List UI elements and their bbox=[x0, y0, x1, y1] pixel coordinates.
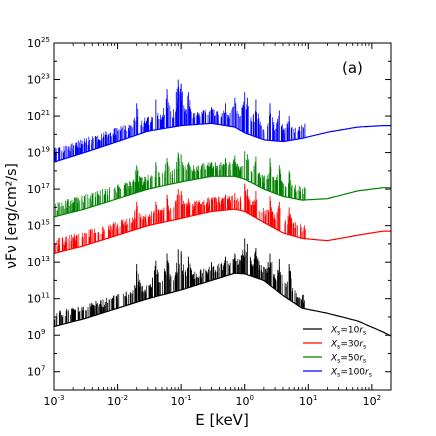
legend-label-2: Xs=30rs bbox=[330, 340, 366, 351]
plot-frame bbox=[53, 42, 392, 391]
x-axis-label: E [keV] bbox=[195, 411, 249, 429]
ticks-layer bbox=[53, 42, 392, 391]
y-tick-label: 1015 bbox=[27, 219, 50, 233]
y-tick-label: 1021 bbox=[27, 109, 50, 123]
x-tick-label: 10-3 bbox=[44, 394, 65, 408]
series-continuum-3 bbox=[53, 175, 391, 218]
y-tick-label: 1019 bbox=[27, 146, 50, 160]
panel-label: (a) bbox=[342, 59, 363, 77]
series-emission-lines-1 bbox=[53, 238, 305, 327]
y-tick-label: 1011 bbox=[27, 292, 50, 306]
x-tick-label: 10-1 bbox=[171, 394, 192, 408]
series-continuum-4 bbox=[53, 122, 391, 163]
y-tick-label: 1013 bbox=[27, 255, 50, 269]
y-tick-label: 107 bbox=[27, 365, 45, 379]
legend-label-1: Xs=10rs bbox=[330, 326, 366, 337]
y-tick-label: 1017 bbox=[27, 182, 50, 196]
legend: Xs=10rs Xs=30rs Xs=50rs Xs=100rs bbox=[303, 326, 372, 379]
y-tick-label: 1025 bbox=[27, 36, 50, 50]
x-tick-label: 100 bbox=[235, 394, 253, 408]
y-tick-label: 1023 bbox=[27, 73, 50, 87]
x-tick-label: 10-2 bbox=[107, 394, 128, 408]
y-axis-label: νFν [erg/cm²/s] bbox=[4, 163, 20, 269]
y-tick-label: 109 bbox=[27, 328, 45, 342]
legend-label-3: Xs=50rs bbox=[330, 354, 366, 365]
x-tick-label: 102 bbox=[363, 394, 381, 408]
series-emission-lines-2 bbox=[53, 183, 306, 254]
x-tick-label: 101 bbox=[299, 394, 317, 408]
series-emission-lines-4 bbox=[53, 79, 306, 163]
legend-label-4: Xs=100rs bbox=[330, 368, 372, 379]
tick-labels: 10-3 10-2 10-1 100 101 102 107 109 1011 1013 1015 1… bbox=[27, 36, 381, 408]
series-layer bbox=[53, 79, 392, 337]
series-emission-lines-3 bbox=[53, 151, 306, 217]
